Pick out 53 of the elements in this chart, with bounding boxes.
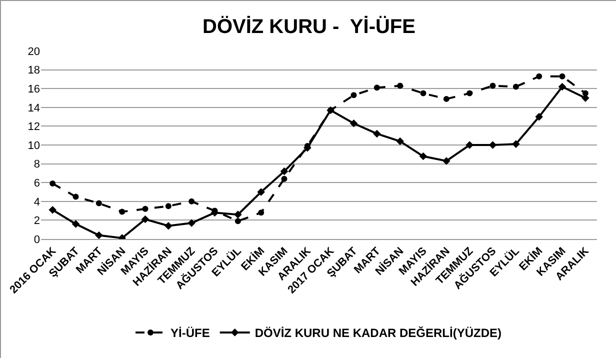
- point: [512, 84, 519, 90]
- point: [512, 140, 520, 148]
- y-tick-label: 8: [34, 158, 40, 171]
- point: [536, 73, 542, 80]
- chart-title: DÖVİZ KURU - Yİ-ÜFE: [202, 14, 416, 38]
- point: [96, 200, 102, 206]
- legend-label: DÖVİZ KURU NE KADAR DEĞERLİ(YÜZDE): [254, 326, 502, 340]
- point: [72, 220, 80, 228]
- point: [396, 137, 404, 146]
- point: [559, 73, 566, 80]
- point: [281, 176, 288, 182]
- point: [234, 218, 241, 224]
- y-tick-label: 18: [28, 64, 40, 77]
- point: [397, 82, 404, 89]
- point: [95, 231, 103, 239]
- point: [420, 90, 426, 96]
- point: [280, 167, 288, 176]
- point: [258, 210, 264, 216]
- point: [234, 210, 242, 218]
- point: [257, 188, 265, 196]
- point: [164, 222, 172, 230]
- point: [442, 157, 450, 165]
- y-tick-label: 2: [34, 215, 40, 228]
- point: [443, 96, 450, 102]
- point: [350, 92, 357, 98]
- point: [50, 180, 56, 187]
- y-tick-label: 12: [28, 121, 40, 134]
- point: [488, 141, 497, 149]
- point: [419, 152, 428, 160]
- point: [466, 90, 473, 96]
- point: [142, 206, 148, 212]
- point: [490, 82, 496, 89]
- point: [119, 208, 126, 215]
- point: [373, 130, 381, 138]
- point: [141, 215, 150, 224]
- y-tick-label: 0: [34, 234, 40, 246]
- legend-label: Yİ-ÜFE: [170, 326, 210, 340]
- point: [558, 82, 566, 91]
- y-tick-label: 16: [28, 83, 40, 96]
- y-tick-label: 14: [28, 102, 40, 114]
- point: [188, 219, 196, 227]
- y-tick-label: 20: [28, 46, 40, 58]
- point: [188, 198, 195, 204]
- point: [48, 206, 56, 214]
- y-tick-label: 10: [28, 140, 40, 152]
- point: [165, 203, 172, 210]
- point: [466, 141, 474, 149]
- point: [72, 194, 79, 200]
- point: [535, 112, 543, 121]
- y-tick-label: 6: [34, 177, 40, 190]
- point: [350, 119, 358, 128]
- y-tick-label: 4: [34, 196, 40, 208]
- point: [374, 84, 380, 91]
